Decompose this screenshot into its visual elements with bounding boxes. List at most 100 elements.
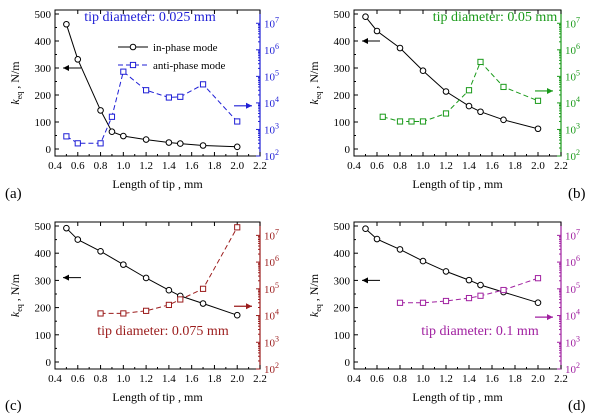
x-tick-label: 0.4 — [347, 160, 361, 172]
y-right-tick-exp: 5 — [576, 68, 580, 77]
x-tick-label: 2.2 — [554, 373, 568, 385]
y-right-tick-exp: 4 — [576, 308, 580, 317]
y-right-tick-base: 10 — [264, 98, 276, 110]
data-point-square — [177, 93, 184, 100]
data-point-circle — [74, 236, 82, 243]
legend: in-phase mode anti-phase mode — [118, 42, 226, 72]
y-left-tick-label: 500 — [334, 221, 351, 233]
y-right-tick-base: 10 — [565, 311, 577, 323]
x-tick-label: 2.0 — [531, 373, 545, 385]
y-right-tick-exp: 6 — [576, 254, 580, 263]
series-anti-phase-line — [100, 227, 238, 314]
y-right-tick-exp: 2 — [576, 361, 580, 370]
x-tick-label: 0.4 — [48, 160, 62, 172]
data-point-circle — [199, 300, 207, 307]
y-axis-label-sub: eq — [314, 304, 323, 312]
y-left-tick-label: 300 — [35, 63, 52, 75]
data-point-square — [177, 296, 184, 303]
data-point-circle — [97, 107, 104, 114]
y-right-tick-exp: 7 — [275, 227, 279, 236]
y-axis-label-unit: , N/m — [8, 61, 22, 92]
y-right-tick-base: 10 — [565, 71, 577, 83]
left-axis-arrowhead — [63, 65, 69, 71]
x-tick-label: 1.0 — [416, 373, 430, 385]
data-point-circle — [534, 125, 542, 133]
right-axis-arrowhead — [246, 303, 252, 310]
y-right-tick-base: 10 — [264, 18, 276, 30]
y-right-tick-base: 10 — [565, 98, 577, 110]
data-point-circle — [442, 268, 450, 275]
y-right-tick-exp: 5 — [576, 281, 580, 290]
y-right-tick-exp: 2 — [275, 148, 279, 157]
y-left-tick-label: 0 — [46, 144, 52, 156]
y-right-tick-base: 10 — [565, 230, 577, 242]
y-left-tick-label: 200 — [35, 303, 52, 315]
data-point-square — [419, 118, 427, 125]
data-point-square — [97, 310, 104, 317]
data-point-square — [442, 110, 450, 117]
y-axis-label-unit: , N/m — [307, 61, 321, 92]
x-tick-label: 1.6 — [485, 373, 499, 385]
x-axis-label: Length of tip , mm — [112, 390, 203, 404]
data-point-circle — [362, 225, 369, 233]
x-tick-label: 1.2 — [439, 160, 453, 172]
panel-label: (d) — [568, 398, 586, 414]
data-point-square — [500, 286, 507, 294]
data-point-circle — [74, 56, 82, 63]
data-point-square — [97, 140, 104, 147]
y-right-tick-label: 105 — [565, 68, 580, 83]
y-right-tick-exp: 7 — [275, 15, 279, 24]
y-right-tick-exp: 7 — [576, 227, 580, 236]
data-point-square — [234, 224, 241, 231]
data-point-circle — [165, 286, 173, 294]
y-right-tick-base: 10 — [565, 337, 577, 349]
x-tick-label: 0.6 — [71, 373, 85, 385]
y-axis-label: keq , N/m — [8, 273, 24, 317]
y-right-tick-base: 10 — [264, 45, 276, 57]
data-point-square — [108, 113, 116, 120]
data-point-circle — [477, 108, 484, 116]
y-right-tick-label: 104 — [264, 308, 279, 323]
x-axis-label: Length of tip , mm — [112, 177, 203, 191]
panel-title: tip diameter: 0.025 mm — [84, 10, 216, 25]
y-right-tick-label: 107 — [264, 227, 279, 242]
data-point-square — [199, 81, 207, 88]
series-anti-phase-line — [382, 60, 539, 122]
y-right-tick-label: 104 — [565, 308, 580, 323]
y-right-tick-base: 10 — [264, 337, 276, 349]
x-tick-label: 1.8 — [508, 160, 522, 172]
series-in-phase-line — [66, 227, 238, 316]
y-right-tick-base: 10 — [264, 364, 276, 376]
y-left-tick-label: 200 — [334, 90, 351, 102]
y-right-tick-base: 10 — [565, 45, 577, 57]
y-right-tick-base: 10 — [264, 151, 276, 163]
y-right-tick-label: 103 — [264, 121, 279, 136]
right-axis-arrowhead — [246, 102, 252, 109]
y-axis-label: keq , N/m — [8, 61, 24, 105]
x-tick-label: 1.0 — [416, 160, 430, 172]
right-axis-arrowhead — [547, 314, 553, 321]
y-right-tick-label: 102 — [565, 148, 580, 163]
y-axis-label: keq , N/m — [307, 61, 323, 105]
data-point-circle — [120, 261, 127, 268]
y-left-tick-label: 400 — [35, 248, 52, 260]
data-point-circle — [362, 13, 369, 21]
series-in-phase-line — [365, 228, 539, 304]
y-right-tick-exp: 5 — [275, 68, 279, 77]
data-point-square — [408, 118, 415, 125]
y-right-tick-exp: 4 — [275, 95, 279, 104]
x-tick-label: 1.0 — [116, 160, 130, 172]
y-right-tick-base: 10 — [264, 230, 276, 242]
data-point-square — [534, 275, 542, 282]
panel-title: tip diameter: 0.075 mm — [97, 324, 229, 339]
y-right-tick-exp: 7 — [576, 15, 580, 24]
chart-panel-d: 0.4 0.6 0.8 1.0 1.2 1.4 1.6 1.8 2.0 2.2 0 100 200 300… — [307, 221, 586, 414]
data-point-square — [234, 118, 241, 125]
y-axis-label-unit: , N/m — [307, 273, 321, 304]
data-point-circle — [233, 311, 241, 319]
y-left-tick-label: 500 — [35, 9, 52, 21]
y-right-tick-label: 106 — [565, 42, 580, 57]
y-right-tick-label: 105 — [565, 281, 580, 296]
y-left-tick-label: 500 — [35, 221, 52, 233]
y-axis-label-k: k — [307, 99, 321, 105]
